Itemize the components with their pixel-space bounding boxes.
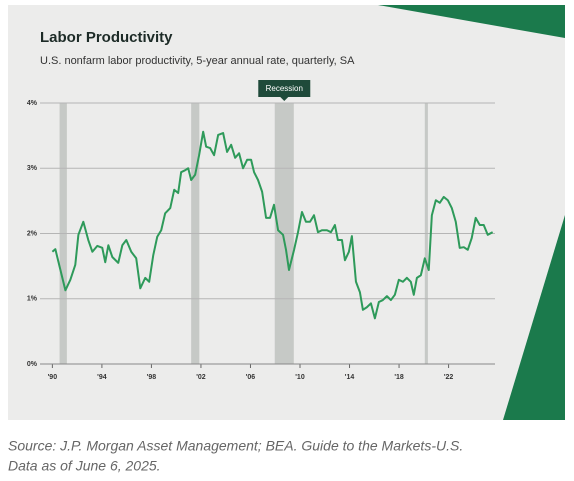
x-tick-label: '22 [444,374,454,381]
y-tick-label: 2% [27,230,38,237]
x-tick-label: '14 [345,374,355,381]
y-tick-label: 1% [27,296,38,303]
x-tick-label: '06 [246,374,256,381]
x-tick-label: '10 [295,374,305,381]
annotation: Recession [266,84,303,93]
y-tick-label: 3% [27,165,38,172]
source-note: Source: J.P. Morgan Asset Management; BE… [8,438,463,454]
chart-subtitle: U.S. nonfarm labor productivity, 5-year … [40,55,355,67]
decor-triangle [378,5,565,38]
x-tick-label: '90 [48,374,58,381]
x-tick-label: '94 [97,374,107,381]
annotation-box [258,80,311,97]
data-line [51,130,494,320]
x-tick-label: '18 [394,374,404,381]
plot-area: Recession 0% 1% 2% 3% 4% '90 '94 '98 '02 '06 '10 '14… [27,80,495,381]
source-note: Data as of June 6, 2025. [8,458,161,474]
y-tick-label: 4% [27,100,38,107]
x-tick-label: '02 [196,374,206,381]
decor-triangle [503,215,565,420]
y-tick-label: 0% [27,361,38,368]
chart-title: Labor Productivity [40,29,173,46]
annotation-pointer [280,97,289,101]
x-tick-label: '98 [147,374,157,381]
